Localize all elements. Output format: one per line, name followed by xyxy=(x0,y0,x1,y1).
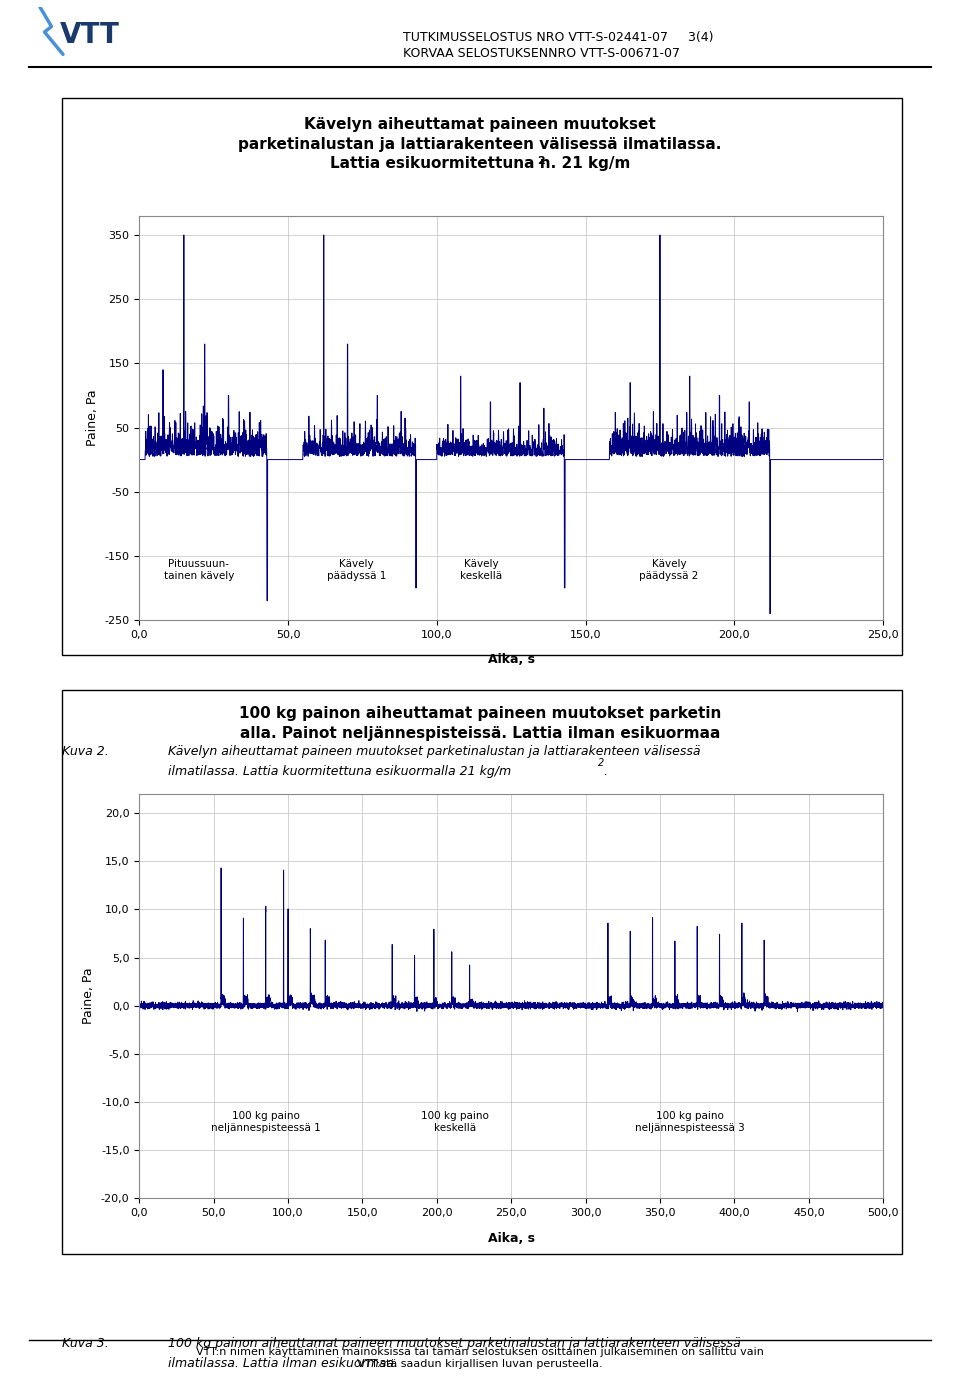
Text: 100 kg paino
neljännespisteessä 1: 100 kg paino neljännespisteessä 1 xyxy=(211,1112,321,1133)
Text: Kävely
päädyssä 1: Kävely päädyssä 1 xyxy=(326,559,386,581)
Text: Kuva 2.: Kuva 2. xyxy=(62,745,109,758)
Text: Lattia esikuormitettuna n. 21 kg/m: Lattia esikuormitettuna n. 21 kg/m xyxy=(330,156,630,171)
Text: .: . xyxy=(603,765,607,777)
Text: KORVAA SELOSTUKSENNRO VTT-S-00671-07: KORVAA SELOSTUKSENNRO VTT-S-00671-07 xyxy=(403,47,681,60)
Text: Kävely
päädyssä 2: Kävely päädyssä 2 xyxy=(639,559,699,581)
Text: ilmatilassa. Lattia kuormitettuna esikuormalla 21 kg/m: ilmatilassa. Lattia kuormitettuna esikuo… xyxy=(168,765,511,777)
Text: parketinalustan ja lattiarakenteen välisessä ilmatilassa.: parketinalustan ja lattiarakenteen välis… xyxy=(238,137,722,152)
Text: VTT: VTT xyxy=(60,21,119,49)
Y-axis label: Paine, Pa: Paine, Pa xyxy=(83,968,95,1024)
Y-axis label: Paine, Pa: Paine, Pa xyxy=(85,390,99,446)
Text: 100 kg paino
neljännespisteessä 3: 100 kg paino neljännespisteessä 3 xyxy=(635,1112,745,1133)
Text: Kävelyn aiheuttamat paineen muutokset parketinalustan ja lattiarakenteen välises: Kävelyn aiheuttamat paineen muutokset pa… xyxy=(168,745,701,758)
Text: TUTKIMUSSELOSTUS NRO VTT-S-02441-07     3(4): TUTKIMUSSELOSTUS NRO VTT-S-02441-07 3(4) xyxy=(403,31,713,43)
Text: ilmatilassa. Lattia ilman esikuormaa.: ilmatilassa. Lattia ilman esikuormaa. xyxy=(168,1357,398,1369)
Text: Kuva 3.: Kuva 3. xyxy=(62,1337,109,1350)
Text: 100 kg painon aiheuttamat paineen muutokset parketin: 100 kg painon aiheuttamat paineen muutok… xyxy=(239,706,721,722)
Text: 100 kg paino
keskellä: 100 kg paino keskellä xyxy=(420,1112,489,1133)
X-axis label: Aika, s: Aika, s xyxy=(488,1231,535,1244)
Text: Kävely
keskellä: Kävely keskellä xyxy=(461,559,502,581)
Text: 100 kg painon aiheuttamat paineen muutokset parketinalustan ja lattiarakenteen v: 100 kg painon aiheuttamat paineen muutok… xyxy=(168,1337,741,1350)
Text: 2: 2 xyxy=(598,758,605,768)
Text: Kävelyn aiheuttamat paineen muutokset: Kävelyn aiheuttamat paineen muutokset xyxy=(304,117,656,132)
Text: alla. Painot neljännespisteissä. Lattia ilman esikuormaa: alla. Painot neljännespisteissä. Lattia … xyxy=(240,726,720,741)
Text: Pituussuun-
tainen kävely: Pituussuun- tainen kävely xyxy=(163,559,234,581)
Text: VTT:n nimen käyttäminen mainoksissa tai tämän selostuksen osittainen julkaisemin: VTT:n nimen käyttäminen mainoksissa tai … xyxy=(196,1347,764,1369)
X-axis label: Aika, s: Aika, s xyxy=(488,653,535,666)
Text: 2: 2 xyxy=(537,156,544,166)
